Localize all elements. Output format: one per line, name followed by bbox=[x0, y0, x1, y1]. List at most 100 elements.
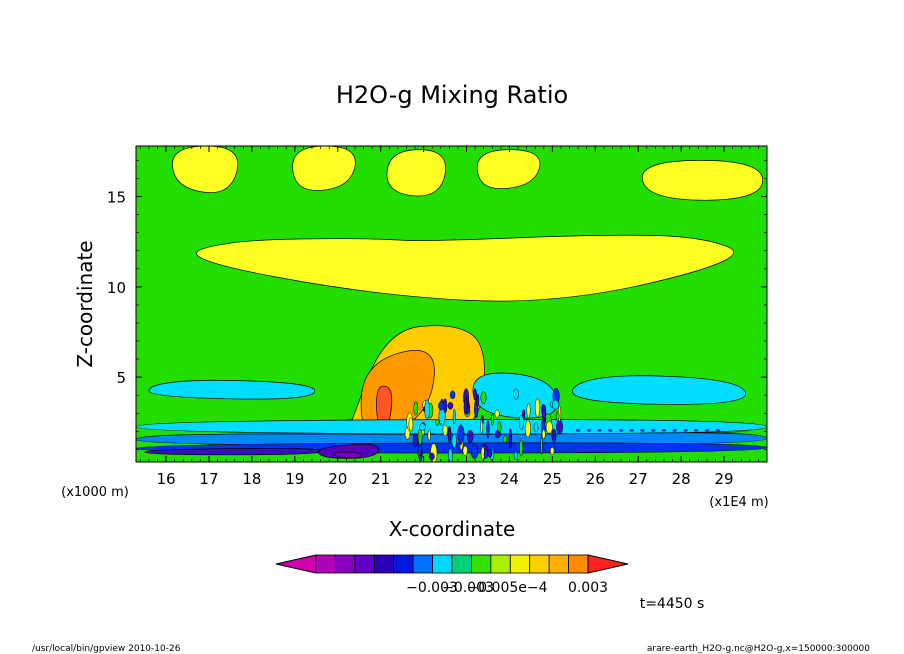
turbulence-cell bbox=[550, 446, 555, 455]
colorbar-swatch bbox=[354, 554, 375, 574]
x-tick-label: 23 bbox=[457, 470, 476, 488]
turbulence-cell bbox=[419, 423, 426, 431]
turbulence-cell bbox=[541, 404, 547, 422]
turbulence-cell bbox=[447, 425, 452, 443]
blue-dash-mark bbox=[608, 429, 613, 432]
turbulence-cell bbox=[417, 428, 423, 445]
y-tick-label: 5 bbox=[116, 369, 126, 387]
blue-dash-mark bbox=[672, 429, 677, 432]
x-tick-label: 17 bbox=[199, 470, 218, 488]
blue-dash-mark bbox=[715, 429, 720, 432]
contour-region-pale-4 bbox=[476, 149, 541, 190]
colorbar-tick-label: 0.003 bbox=[568, 580, 608, 596]
blue-dash-mark bbox=[651, 429, 656, 432]
x-tick-label: 24 bbox=[500, 470, 519, 488]
colorbar-swatch bbox=[315, 554, 336, 574]
turbulence-cell bbox=[524, 420, 531, 438]
colorbar-swatch bbox=[490, 554, 511, 574]
contour-region-pale-3 bbox=[386, 149, 446, 197]
turbulence-cell bbox=[551, 428, 557, 443]
x-axis-label: X-coordinate bbox=[389, 517, 516, 541]
contour-regions bbox=[136, 146, 767, 459]
contour-region-pale-2 bbox=[292, 146, 356, 191]
turbulence-cell bbox=[457, 425, 465, 443]
turbulence-cell bbox=[408, 417, 414, 432]
x-tick-label: 26 bbox=[586, 470, 605, 488]
turbulence-cell bbox=[519, 439, 524, 457]
footer-left: /usr/local/bin/gpview 2010-10-26 bbox=[32, 644, 181, 654]
x-tick-label: 20 bbox=[328, 470, 347, 488]
contour-region-cyan-16 bbox=[136, 419, 767, 435]
blue-dash-mark bbox=[618, 429, 624, 432]
blue-dash-mark bbox=[683, 429, 688, 432]
colorbar-swatch bbox=[335, 554, 356, 574]
plot-area bbox=[135, 145, 768, 463]
x-tick-label: 18 bbox=[242, 470, 261, 488]
colorbar-swatch bbox=[471, 554, 492, 574]
turbulence-cell bbox=[494, 409, 500, 418]
turbulence-cell bbox=[464, 396, 468, 415]
turbulence-cell bbox=[555, 411, 560, 422]
turbulence-cell bbox=[449, 390, 456, 400]
blue-dash-mark bbox=[629, 429, 634, 432]
turbulence-cell bbox=[541, 429, 546, 440]
blue-dash-mark bbox=[661, 429, 667, 432]
turbulence-cell bbox=[490, 413, 494, 426]
colorbar-swatch bbox=[451, 554, 472, 574]
x-axis: 16 17 18 19 20 21 22 23 24 25 26 27 28 29 bbox=[139, 146, 768, 488]
colorbar-swatch bbox=[568, 554, 589, 574]
x-tick-label: 16 bbox=[157, 470, 176, 488]
colorbar-tick-label: −0.003 bbox=[442, 580, 494, 596]
blue-dash-mark bbox=[704, 429, 710, 432]
x-tick-label: 22 bbox=[414, 470, 433, 488]
time-label: t=4450 s bbox=[640, 596, 705, 612]
turbulence-cell bbox=[480, 419, 483, 435]
turbulence-cell bbox=[480, 391, 487, 405]
blue-dash-mark bbox=[597, 429, 602, 432]
turbulence-cell bbox=[533, 422, 539, 433]
colorbar-swatch bbox=[393, 554, 414, 574]
turbulence-cell bbox=[487, 448, 493, 458]
turbulence-cell bbox=[462, 445, 468, 456]
turbulence-cell bbox=[508, 428, 512, 449]
colorbar-tick-labels: −0.003−0.003−0.005e−4 0.003 bbox=[406, 580, 608, 596]
contour-region-cyan-15 bbox=[572, 375, 746, 405]
turbulence-cell bbox=[518, 414, 524, 430]
colorbar-low-arrow bbox=[275, 554, 317, 574]
x-tick-label: 28 bbox=[672, 470, 691, 488]
colorbar-swatch bbox=[432, 554, 453, 574]
x-tick-label: 21 bbox=[371, 470, 390, 488]
colorbar-swatch bbox=[373, 554, 395, 574]
turbulence-cell bbox=[427, 429, 431, 441]
blue-dash-mark bbox=[640, 429, 645, 432]
x-tick-label: 27 bbox=[629, 470, 648, 488]
small-scale-structure bbox=[404, 387, 720, 462]
turbulence-cell bbox=[470, 444, 479, 459]
turbulence-cell bbox=[486, 419, 490, 439]
x-unit-label: (x1E4 m) bbox=[709, 495, 768, 510]
turbulence-cell bbox=[447, 402, 454, 410]
blue-dash-mark bbox=[694, 429, 699, 432]
colorbar-tick-label: −0.003 bbox=[406, 580, 458, 596]
contour-region-pale-1 bbox=[172, 146, 239, 194]
turbulence-cell bbox=[452, 408, 456, 425]
turbulence-cell bbox=[412, 432, 418, 447]
turbulence-cell bbox=[443, 398, 448, 414]
turbulence-cell bbox=[447, 448, 453, 462]
colorbar-high-arrow bbox=[587, 554, 629, 574]
x-tick-label: 19 bbox=[285, 470, 304, 488]
contour-region-purple-21 bbox=[333, 451, 363, 459]
turbulence-cell bbox=[534, 398, 541, 418]
contour-region-pale-0 bbox=[196, 234, 735, 302]
turbulence-cell bbox=[451, 433, 457, 449]
colorbar bbox=[275, 554, 629, 574]
contour-region-cyan-13 bbox=[148, 379, 316, 400]
turbulence-cell bbox=[552, 399, 560, 410]
contour-region-pale-5 bbox=[642, 160, 764, 201]
chart-title: H2O-g Mixing Ratio bbox=[336, 81, 568, 109]
turbulence-cell bbox=[540, 436, 543, 455]
turbulence-cell bbox=[435, 418, 440, 426]
turbulence-cell bbox=[476, 393, 480, 408]
colorbar-swatch bbox=[548, 554, 569, 574]
